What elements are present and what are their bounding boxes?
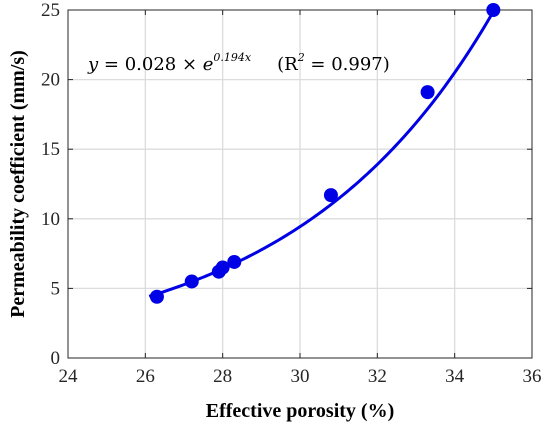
y-tick-label: 20 [41,70,60,91]
data-point [215,260,230,275]
x-tick-label: 34 [445,366,465,387]
data-point [486,3,501,17]
data-point [420,85,435,100]
grid [68,10,532,358]
y-axis-title: Permeability coefficient (mm/s) [7,50,29,318]
y-tick-label: 15 [41,139,60,160]
data-point [149,289,164,304]
data-point [184,274,199,289]
x-tick-label: 36 [523,366,542,387]
x-tick-label: 24 [59,366,79,387]
x-tick-label: 26 [136,366,155,387]
data-point [323,188,338,203]
x-axis-title: Effective porosity (%) [206,400,394,422]
y-tick-label: 5 [51,278,61,299]
x-tick-label: 30 [291,366,310,387]
y-tick-label: 10 [41,209,60,230]
x-tick-labels: 24 26 28 30 32 34 36 [59,366,542,387]
x-tick-label: 28 [213,366,232,387]
y-tick-labels: 0 5 10 15 20 25 [41,0,60,369]
y-tick-label: 0 [51,348,61,369]
fit-curve [148,10,495,298]
y-tick-label: 25 [41,0,60,21]
x-tick-label: 32 [368,366,387,387]
fit-equation: y = 0.028 × e0.194x (R2 = 0.997) [87,51,390,75]
data-point [227,254,242,269]
data-points [149,3,501,304]
ticks [67,9,533,359]
